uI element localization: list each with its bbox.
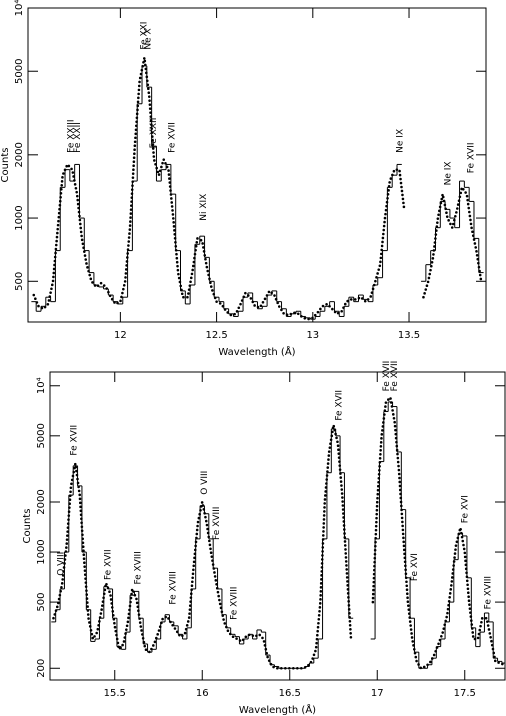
line-label: Fe XVIII [169,571,179,604]
x-tick-label: 13 [306,330,319,341]
line-label: Fe XVII [335,390,345,421]
plot-frame [49,371,506,681]
line-label: Fe XVII [70,425,80,456]
y-tick-label: 2000 [14,142,25,167]
y-tick-label: 500 [14,272,25,291]
x-axis-label: Wavelength (Å) [239,703,316,716]
line-label: Fe XVIII [484,576,494,609]
line-label: Fe XXI [139,22,149,50]
line-label: Fe XVIII [134,551,144,584]
line-label: Fe XVII [467,142,477,173]
line-label: Fe XVII [104,549,114,580]
x-tick-label: 16.5 [279,688,301,699]
y-tick-label: 500 [36,593,47,612]
y-tick-label: 200 [36,659,47,678]
x-tick-label: 12 [114,330,127,341]
y-tick-label: 10⁴ [36,377,47,394]
x-axis-label: Wavelength (Å) [218,345,295,358]
line-label: Fe XVII [382,361,392,392]
line-label: Fe XXIII [66,119,76,152]
y-axis-label: Counts [0,148,11,183]
x-tick-label: 17 [371,688,384,699]
x-tick-label: 17.5 [454,688,476,699]
line-label: Fe XXII [149,118,159,149]
line-label: Ne IX [395,129,405,153]
y-tick-label: 10⁴ [14,0,25,16]
line-label: Fe XVII [167,122,177,153]
line-label: Ni XIX [199,194,209,221]
y-axis-label: Counts [22,509,33,544]
model-line [32,57,483,321]
y-tick-label: 5000 [36,423,47,448]
line-label: Fe XVI [461,495,471,523]
y-tick-label: 1000 [36,539,47,564]
line-label: Ne IX [444,161,454,185]
y-tick-label: 2000 [36,489,47,514]
line-label: Ne X [143,28,153,49]
x-tick-label: 13.5 [398,330,420,341]
x-tick-label: 16 [196,688,209,699]
line-label: Fe XVIII [212,507,222,540]
line-label: Fe XVI [410,553,420,581]
y-tick-label: 5000 [14,59,25,84]
model-line [52,394,505,670]
line-label: Fe XXII [73,122,83,153]
plot-frame [27,7,487,323]
line-label: Fe XVII [390,361,400,392]
line-label: O VIII [57,552,67,576]
line-label: O VIII [200,471,210,495]
y-tick-label: 1000 [14,205,25,230]
x-tick-label: 12.5 [205,330,227,341]
line-label: Fe XVIII [230,587,240,620]
x-tick-label: 15.5 [104,688,126,699]
